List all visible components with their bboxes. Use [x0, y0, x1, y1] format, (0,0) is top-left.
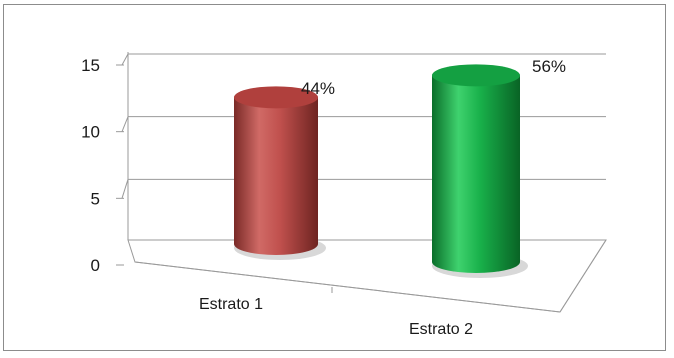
category-label: Estrato 1 [199, 296, 263, 313]
category-label: Estrato 2 [409, 321, 473, 338]
gridlines [116, 53, 606, 266]
bars [234, 64, 528, 278]
data-labels: 44% 56% [301, 57, 566, 98]
gridline-side [121, 53, 129, 66]
bar-top [234, 86, 318, 109]
chart-frame [3, 4, 666, 351]
data-label: 56% [532, 57, 566, 76]
bar-1 [234, 86, 326, 260]
bar-2 [432, 64, 528, 278]
bar-body [432, 75, 520, 273]
y-tick-label: 0 [91, 256, 100, 275]
gridline-side [121, 179, 129, 199]
y-tick-label: 5 [91, 189, 100, 208]
gridline-side [121, 116, 129, 132]
data-label: 44% [301, 79, 335, 98]
bar-top [432, 64, 520, 87]
category-labels: Estrato 1 Estrato 2 [199, 296, 473, 338]
x-axis-line [134, 261, 561, 313]
y-tick-labels: 0 5 10 15 [81, 56, 100, 275]
y-tick-label: 10 [81, 123, 100, 142]
y-tick-label: 15 [81, 56, 100, 75]
floor-right-edge [559, 239, 607, 313]
bar-body [234, 97, 318, 255]
axes-layer [127, 52, 607, 313]
